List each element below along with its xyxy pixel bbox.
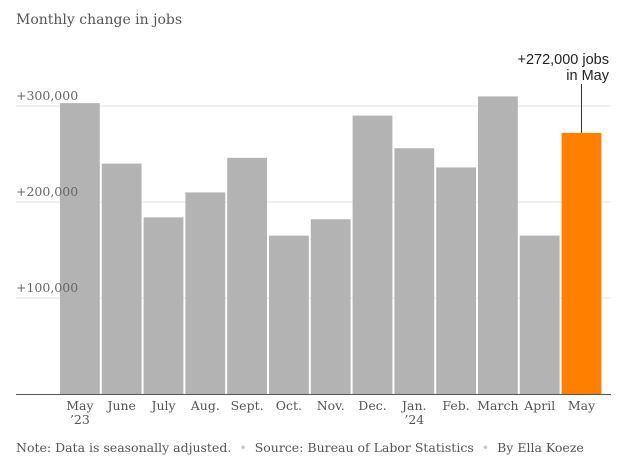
bar	[185, 192, 226, 394]
footer-source: Source: Bureau of Labor Statistics	[254, 440, 474, 455]
y-axis-labels: +100,000 +200,000 +300,000	[16, 88, 78, 295]
footer-separator: •	[239, 440, 247, 455]
x-tick-label: July	[149, 398, 176, 413]
x-tick-label: May	[568, 398, 596, 413]
x-tick-label: Nov.	[317, 398, 345, 413]
x-tick-label: Aug.	[190, 398, 220, 413]
x-tick-label: April	[523, 398, 555, 413]
footer-note: Note: Data is seasonally adjusted.	[16, 440, 232, 455]
y-tick-label: +300,000	[16, 88, 78, 103]
bars	[60, 96, 602, 395]
footer-byline: By Ella Koeze	[497, 440, 584, 455]
bar	[60, 103, 100, 395]
x-tick-label: March	[477, 398, 518, 413]
chart-title: Monthly change in jobs	[16, 12, 183, 28]
x-tick-label: June	[105, 398, 136, 413]
x-tick-label: Sept.	[231, 398, 264, 413]
x-tick-label: ’23	[70, 412, 90, 427]
bar	[394, 148, 435, 394]
bar-highlight	[561, 132, 602, 394]
bar	[310, 219, 351, 394]
bar	[352, 115, 393, 394]
y-tick-label: +100,000	[16, 280, 78, 295]
x-tick-label: Dec.	[358, 398, 386, 413]
x-tick-label: Oct.	[276, 398, 302, 413]
footer-separator: •	[481, 440, 490, 455]
annotation-text: in May	[566, 68, 609, 84]
x-tick-label: Jan.	[400, 398, 427, 413]
x-tick-label: ’24	[404, 412, 424, 427]
bar	[519, 235, 560, 394]
bar	[227, 157, 267, 394]
bar	[101, 163, 142, 394]
bar	[143, 217, 184, 394]
bar	[478, 96, 518, 395]
bar	[269, 235, 309, 394]
annotation-text: +272,000 jobs	[517, 52, 609, 68]
y-tick-label: +200,000	[16, 184, 78, 199]
bar	[436, 167, 476, 394]
footer: Note: Data is seasonally adjusted. • Sourc…	[16, 440, 584, 455]
x-tick-label: Feb.	[442, 398, 469, 413]
x-tick-label: May	[66, 398, 94, 413]
